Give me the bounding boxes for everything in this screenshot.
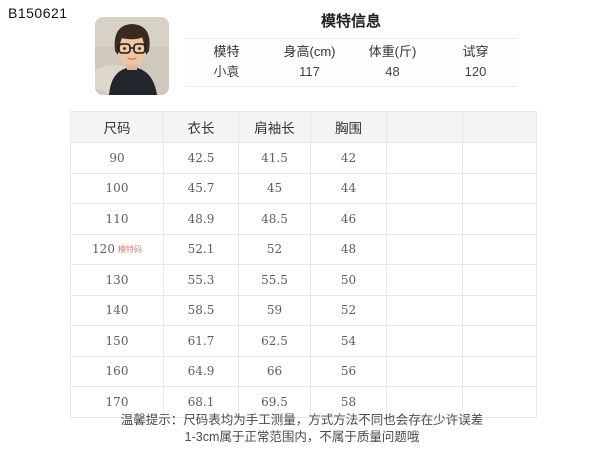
empty-cell xyxy=(386,172,463,204)
child-avatar-illustration xyxy=(95,17,169,95)
empty-cell xyxy=(462,172,537,204)
size-table-row: 110 48.9 48.5 46 xyxy=(70,203,537,235)
size-cell: 100 xyxy=(70,172,164,204)
shoulder-sleeve-cell: 59 xyxy=(238,294,311,326)
model-info-header-weight: 体重(斤) xyxy=(368,44,417,59)
model-photo xyxy=(95,17,169,95)
empty-cell xyxy=(462,325,537,357)
length-cell: 68.1 xyxy=(163,386,239,418)
chest-cell: 54 xyxy=(310,325,387,357)
size-table-row: 130 55.3 55.5 50 xyxy=(70,264,537,296)
length-cell: 58.5 xyxy=(163,294,239,326)
chest-cell: 56 xyxy=(310,355,387,387)
empty-cell xyxy=(462,142,537,174)
length-cell: 45.7 xyxy=(163,172,239,204)
model-info-title: 模特信息 xyxy=(320,13,381,30)
length-cell: 48.9 xyxy=(163,203,239,235)
model-info-header-tryon: 试穿 xyxy=(462,44,489,59)
chest-cell: 44 xyxy=(310,172,387,204)
size-cell: 160 xyxy=(70,355,164,387)
shoulder-sleeve-cell: 52 xyxy=(238,233,311,265)
footer-note: 温馨提示：尺码表均为手工测量，方式方法不同也会存在少许误差 1-3cm属于正常范… xyxy=(0,412,604,446)
shoulder-sleeve-cell: 69.5 xyxy=(238,386,311,418)
chest-cell: 42 xyxy=(310,142,387,174)
model-info-value-height: 117 xyxy=(299,64,320,79)
size-table-header-size: 尺码 xyxy=(70,111,164,143)
shoulder-sleeve-cell: 41.5 xyxy=(238,142,311,174)
model-size-tag: 模特码 xyxy=(117,245,142,255)
empty-cell xyxy=(386,294,463,326)
size-table-header-length: 衣长 xyxy=(163,111,239,143)
model-info-value-model: 小袁 xyxy=(213,64,240,79)
empty-cell xyxy=(462,355,537,387)
model-info-section: 模特信息 模特 身高(cm) 体重(斤) 试穿 小袁 117 48 120 xyxy=(185,10,517,87)
empty-cell xyxy=(462,233,537,265)
shoulder-sleeve-cell: 55.5 xyxy=(238,264,311,296)
empty-cell xyxy=(386,355,463,387)
size-table-row: 160 64.9 66 56 xyxy=(70,355,537,387)
size-table-header-empty xyxy=(386,111,463,143)
size-table-header-shoulder-sleeve: 肩袖长 xyxy=(238,111,311,143)
size-table-header-chest: 胸围 xyxy=(310,111,387,143)
empty-cell xyxy=(386,203,463,235)
chest-cell: 50 xyxy=(310,264,387,296)
size-table-row: 140 58.5 59 52 xyxy=(70,294,537,326)
length-cell: 52.1 xyxy=(163,233,239,265)
size-cell: 120 模特码 xyxy=(70,233,164,265)
empty-cell xyxy=(386,264,463,296)
size-cell: 90 xyxy=(70,142,164,174)
chest-cell: 46 xyxy=(310,203,387,235)
shoulder-sleeve-cell: 48.5 xyxy=(238,203,311,235)
size-table-row: 90 42.5 41.5 42 xyxy=(70,142,537,174)
shoulder-sleeve-cell: 62.5 xyxy=(238,325,311,357)
size-table-row: 100 45.7 45 44 xyxy=(70,172,537,204)
empty-cell xyxy=(462,203,537,235)
empty-cell xyxy=(462,386,537,418)
footer-note-line1: 温馨提示：尺码表均为手工测量，方式方法不同也会存在少许误差 xyxy=(120,413,484,427)
size-table-header-empty xyxy=(462,111,537,143)
model-info-value-tryon: 120 xyxy=(464,64,487,79)
size-cell: 110 xyxy=(70,203,164,235)
empty-cell xyxy=(386,142,463,174)
model-info-header-height: 身高(cm) xyxy=(283,44,336,59)
size-table-row: 120 模特码 52.1 52 48 xyxy=(70,233,537,265)
size-cell: 140 xyxy=(70,294,164,326)
chest-cell: 58 xyxy=(310,386,387,418)
empty-cell xyxy=(386,325,463,357)
length-cell: 64.9 xyxy=(163,355,239,387)
empty-cell xyxy=(386,233,463,265)
footer-note-line2: 1-3cm属于正常范围内，不属于质量问题哦 xyxy=(184,430,420,444)
chest-cell: 52 xyxy=(310,294,387,326)
length-cell: 55.3 xyxy=(163,264,239,296)
model-info-value-row: 小袁 117 48 120 xyxy=(185,62,517,82)
empty-cell xyxy=(462,264,537,296)
size-table-row: 170 68.1 69.5 58 xyxy=(70,386,537,418)
model-info-table: 模特 身高(cm) 体重(斤) 试穿 小袁 117 48 120 xyxy=(185,38,517,87)
model-info-header-row: 模特 身高(cm) 体重(斤) 试穿 xyxy=(185,42,517,62)
size-table-row: 150 61.7 62.5 54 xyxy=(70,325,537,357)
shoulder-sleeve-cell: 66 xyxy=(238,355,311,387)
product-code: B150621 xyxy=(8,5,68,21)
length-cell: 42.5 xyxy=(163,142,239,174)
model-info-value-weight: 48 xyxy=(385,64,400,79)
shoulder-sleeve-cell: 45 xyxy=(238,172,311,204)
size-cell: 150 xyxy=(70,325,164,357)
empty-cell xyxy=(462,294,537,326)
size-cell: 130 xyxy=(70,264,164,296)
size-table-header-row: 尺码 衣长 肩袖长 胸围 xyxy=(70,111,537,143)
size-table: 尺码 衣长 肩袖长 胸围 90 42.5 41.5 42 100 45.7 45 44 110 4… xyxy=(70,111,537,418)
chest-cell: 48 xyxy=(310,233,387,265)
model-info-header-model: 模特 xyxy=(213,44,240,59)
length-cell: 61.7 xyxy=(163,325,239,357)
